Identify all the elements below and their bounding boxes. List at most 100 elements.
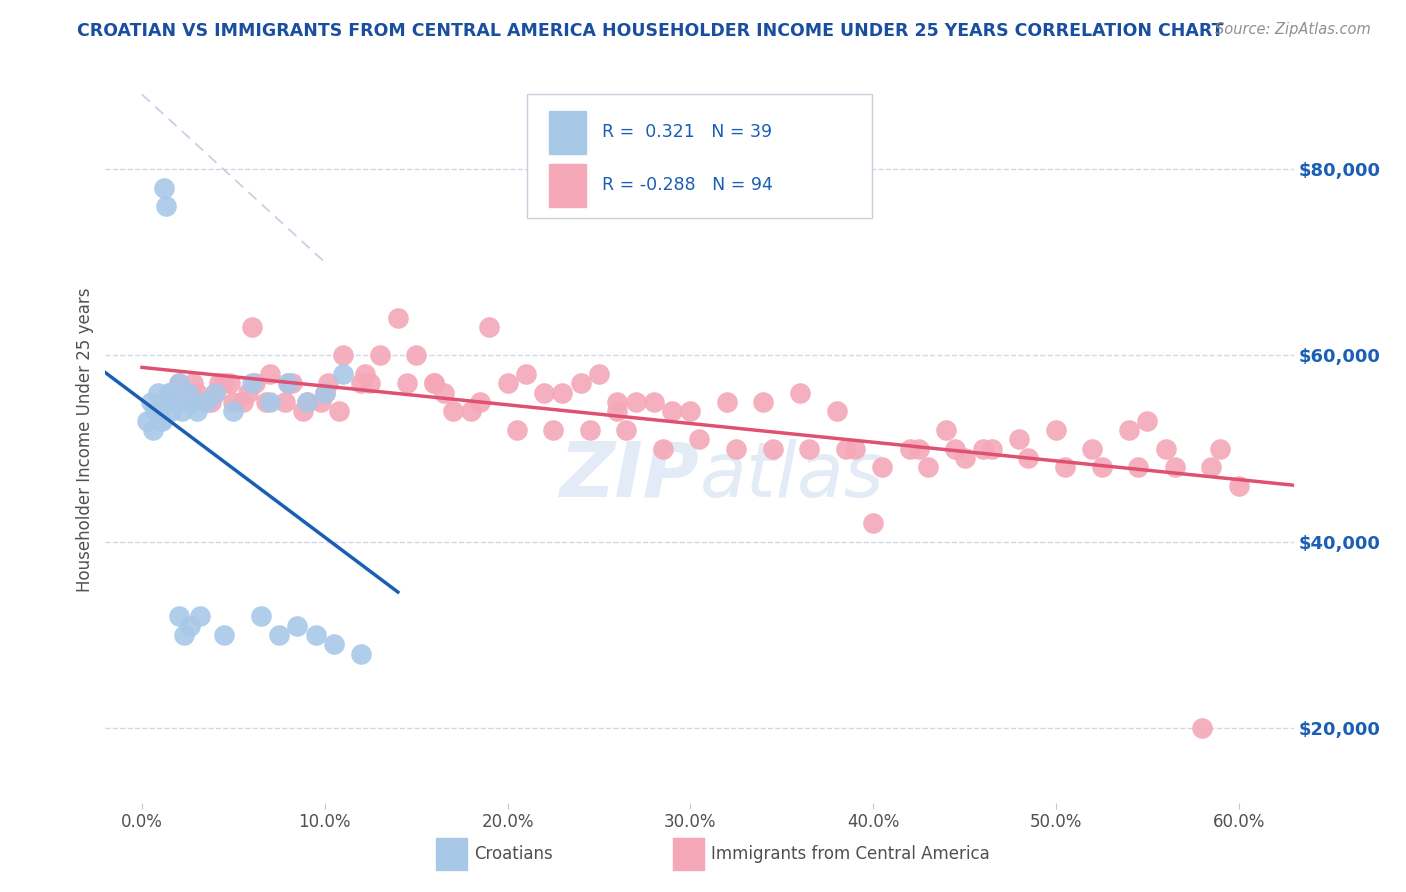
Point: [214, 628, 236, 642]
Point: [163, 395, 186, 409]
Point: [208, 376, 231, 391]
Point: [1045, 423, 1067, 437]
Point: [231, 395, 254, 409]
Point: [396, 376, 419, 391]
Point: [167, 376, 190, 391]
Point: [322, 637, 346, 651]
Point: [569, 376, 592, 391]
Text: R =  0.321   N = 39: R = 0.321 N = 39: [602, 123, 772, 141]
Point: [543, 423, 565, 437]
Point: [862, 516, 884, 531]
Point: [159, 385, 180, 400]
Point: [1118, 423, 1140, 437]
Point: [460, 404, 482, 418]
Point: [354, 367, 377, 381]
Point: [725, 442, 748, 456]
Point: [533, 385, 555, 400]
Point: [1018, 450, 1040, 465]
Point: [328, 404, 350, 418]
Point: [624, 395, 647, 409]
Point: [194, 395, 217, 409]
Point: [332, 348, 354, 362]
Point: [1191, 721, 1213, 735]
Point: [1136, 414, 1159, 428]
Point: [177, 395, 200, 409]
Point: [614, 423, 637, 437]
Point: [350, 376, 373, 391]
Point: [1154, 442, 1177, 456]
Point: [441, 404, 464, 418]
Point: [314, 385, 336, 400]
Point: [1091, 460, 1114, 475]
Point: [245, 376, 267, 391]
Point: [908, 442, 931, 456]
Point: [1081, 442, 1104, 456]
Point: [423, 376, 446, 391]
Point: [679, 404, 702, 418]
Point: [218, 376, 240, 391]
Point: [204, 385, 226, 400]
Text: Croatians: Croatians: [474, 845, 553, 863]
Point: [167, 376, 190, 391]
FancyBboxPatch shape: [548, 164, 586, 207]
Point: [155, 199, 177, 213]
Point: [214, 376, 236, 391]
Point: [143, 404, 166, 418]
Point: [222, 395, 245, 409]
Point: [304, 628, 326, 642]
Text: ZIP: ZIP: [560, 439, 700, 513]
Point: [186, 385, 208, 400]
Point: [606, 404, 628, 418]
Point: [405, 348, 427, 362]
Point: [350, 647, 373, 661]
Point: [222, 404, 245, 418]
Point: [515, 367, 537, 381]
Point: [953, 450, 976, 465]
Point: [148, 385, 170, 400]
Point: [506, 423, 529, 437]
Point: [194, 395, 217, 409]
Point: [240, 376, 263, 391]
Point: [254, 395, 277, 409]
Point: [972, 442, 994, 456]
Point: [387, 311, 409, 326]
Point: [259, 367, 281, 381]
Point: [149, 414, 172, 428]
Point: [179, 618, 201, 632]
Text: atlas: atlas: [700, 439, 884, 513]
FancyBboxPatch shape: [548, 111, 586, 153]
Point: [172, 404, 194, 418]
Point: [496, 376, 519, 391]
Point: [789, 385, 811, 400]
Point: [799, 442, 821, 456]
Point: [295, 395, 318, 409]
Point: [870, 460, 894, 475]
Point: [762, 442, 785, 456]
Point: [181, 376, 204, 391]
Point: [150, 414, 173, 428]
Point: [186, 404, 208, 418]
Point: [240, 320, 263, 334]
Point: [1201, 460, 1223, 475]
Point: [606, 395, 628, 409]
Point: [980, 442, 1002, 456]
Point: [277, 376, 299, 391]
Text: R = -0.288   N = 94: R = -0.288 N = 94: [602, 176, 773, 194]
Point: [716, 395, 738, 409]
Point: [160, 404, 183, 418]
Point: [309, 395, 332, 409]
FancyBboxPatch shape: [527, 94, 872, 218]
FancyBboxPatch shape: [436, 838, 467, 870]
Point: [368, 348, 391, 362]
Point: [652, 442, 675, 456]
Point: [173, 628, 195, 642]
Point: [181, 395, 204, 409]
Point: [177, 385, 200, 400]
Point: [190, 609, 212, 624]
Point: [318, 376, 340, 391]
Text: CROATIAN VS IMMIGRANTS FROM CENTRAL AMERICA HOUSEHOLDER INCOME UNDER 25 YEARS CO: CROATIAN VS IMMIGRANTS FROM CENTRAL AMER…: [77, 22, 1223, 40]
Point: [156, 395, 179, 409]
Point: [204, 385, 226, 400]
Point: [835, 442, 858, 456]
Point: [159, 385, 180, 400]
